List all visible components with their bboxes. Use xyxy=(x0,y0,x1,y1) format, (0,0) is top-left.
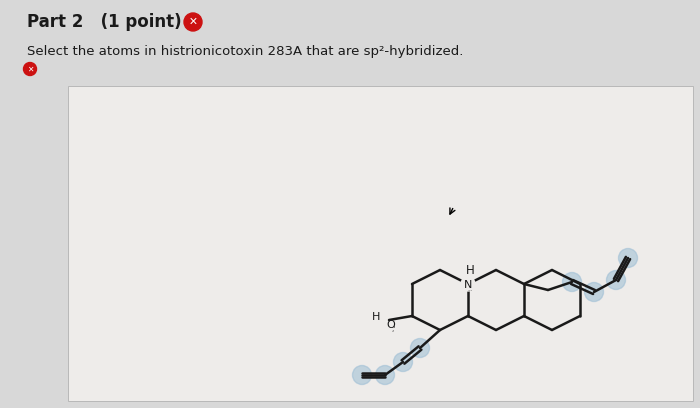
Text: ✕: ✕ xyxy=(27,64,33,73)
Text: ‥: ‥ xyxy=(467,287,471,292)
Circle shape xyxy=(563,273,582,291)
Circle shape xyxy=(410,339,430,357)
Circle shape xyxy=(393,353,412,372)
Text: Part 2   (1 point): Part 2 (1 point) xyxy=(27,13,181,31)
Text: Select the atoms in histrionicotoxin 283A that are sp²-hybridized.: Select the atoms in histrionicotoxin 283… xyxy=(27,44,463,58)
Circle shape xyxy=(584,282,603,302)
Circle shape xyxy=(184,13,202,31)
Text: ✕: ✕ xyxy=(188,17,197,27)
Circle shape xyxy=(461,277,475,291)
Text: N: N xyxy=(464,281,473,290)
Circle shape xyxy=(375,366,395,384)
Circle shape xyxy=(606,271,626,290)
Circle shape xyxy=(24,62,36,75)
Text: O: O xyxy=(386,320,395,330)
Circle shape xyxy=(353,366,372,384)
Text: H: H xyxy=(372,312,380,322)
Text: ,': ,' xyxy=(391,326,395,332)
Circle shape xyxy=(619,248,638,268)
FancyBboxPatch shape xyxy=(68,86,693,401)
Text: H: H xyxy=(466,264,475,277)
